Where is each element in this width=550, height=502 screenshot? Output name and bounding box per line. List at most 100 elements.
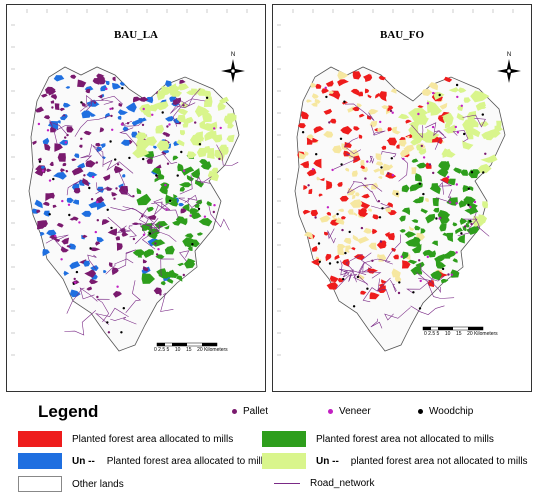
- land-patch: [40, 166, 46, 169]
- land-patch: [347, 209, 354, 215]
- land-patch: [96, 201, 107, 211]
- land-patch: [111, 192, 118, 197]
- land-patch: [165, 80, 172, 87]
- mill-point: [336, 212, 339, 216]
- land-patch: [411, 158, 419, 163]
- mill-point: [110, 226, 113, 230]
- land-patch: [422, 249, 435, 257]
- land-patch: [298, 152, 307, 160]
- road-segment: [340, 260, 367, 276]
- land-patch: [428, 82, 439, 91]
- mill-point: [455, 83, 459, 87]
- road-segment: [118, 171, 133, 198]
- road-segment: [406, 272, 429, 294]
- mill-point: [484, 152, 487, 155]
- land-patch: [441, 148, 456, 158]
- land-patch: [133, 96, 142, 103]
- land-patch: [34, 199, 43, 209]
- road-segment: [160, 258, 175, 277]
- road-segment: [92, 145, 104, 167]
- land-patch: [352, 71, 362, 80]
- land-patch: [100, 143, 106, 147]
- land-patch: [81, 102, 86, 107]
- land-patch: [153, 287, 162, 295]
- road-segment: [425, 122, 445, 137]
- land-patch: [378, 91, 387, 100]
- land-patch: [53, 171, 67, 180]
- land-patch: [176, 275, 183, 282]
- mill-point: [398, 281, 401, 284]
- mill-point: [315, 153, 318, 156]
- road-segment: [333, 153, 358, 170]
- road-segment: [170, 102, 196, 114]
- road-segment: [371, 203, 391, 210]
- land-patch: [173, 194, 178, 199]
- land-patch: [424, 134, 433, 143]
- land-patch: [84, 111, 90, 116]
- land-patch: [315, 83, 322, 89]
- mill-point: [89, 247, 92, 250]
- land-patch: [439, 216, 450, 225]
- land-patch: [352, 194, 356, 200]
- land-patch: [226, 113, 237, 122]
- land-patch: [427, 100, 439, 114]
- land-patch: [112, 82, 122, 90]
- land-patch: [185, 242, 192, 248]
- mill-point: [166, 162, 170, 165]
- land-patch: [349, 199, 363, 208]
- mill-point: [151, 113, 154, 117]
- land-patch: [332, 145, 342, 154]
- land-patch: [462, 185, 470, 193]
- road-line-icon: [274, 483, 300, 484]
- land-patch: [446, 232, 454, 242]
- mill-point: [307, 184, 310, 187]
- mill-point: [90, 198, 94, 201]
- mill-point: [435, 217, 438, 220]
- land-patch: [184, 233, 194, 239]
- land-patch: [319, 215, 331, 223]
- mill-point: [397, 291, 401, 295]
- land-patch: [463, 196, 476, 205]
- mill-point: [328, 262, 332, 265]
- road-segment: [369, 155, 375, 164]
- mill-point: [91, 175, 95, 179]
- land-patch: [112, 291, 122, 298]
- land-patch: [69, 289, 81, 298]
- land-patch: [381, 145, 387, 150]
- land-patch: [431, 240, 438, 246]
- mill-point: [331, 168, 334, 172]
- land-patch: [377, 254, 381, 258]
- road-segment: [120, 120, 143, 127]
- land-patch: [337, 70, 349, 80]
- land-patch: [399, 229, 406, 233]
- land-patch: [191, 168, 200, 179]
- land-patch: [177, 262, 185, 267]
- road-segment: [48, 119, 67, 135]
- map-canvas: N: [11, 9, 248, 356]
- mill-point: [111, 128, 114, 131]
- land-patch: [81, 210, 92, 217]
- mill-point: [198, 143, 202, 146]
- mill-point: [387, 172, 390, 175]
- land-patch: [310, 209, 319, 217]
- land-patch: [388, 234, 392, 239]
- land-patch: [145, 111, 153, 118]
- mill-point: [128, 156, 131, 160]
- road-segment: [434, 130, 447, 150]
- land-patch: [398, 113, 410, 120]
- land-patch: [432, 197, 440, 207]
- mill-point: [203, 215, 207, 218]
- road-segment: [103, 159, 134, 174]
- mill-point: [168, 123, 171, 126]
- land-patch: [367, 115, 372, 120]
- land-patch: [355, 192, 360, 197]
- land-patch: [132, 249, 146, 257]
- mill-point: [467, 203, 470, 207]
- land-patch: [387, 127, 392, 132]
- mill-point: [161, 111, 164, 114]
- land-patch: [132, 148, 150, 159]
- land-patch: [146, 157, 153, 164]
- mill-point: [37, 122, 41, 126]
- road-segment: [360, 252, 373, 273]
- land-patch: [143, 250, 152, 258]
